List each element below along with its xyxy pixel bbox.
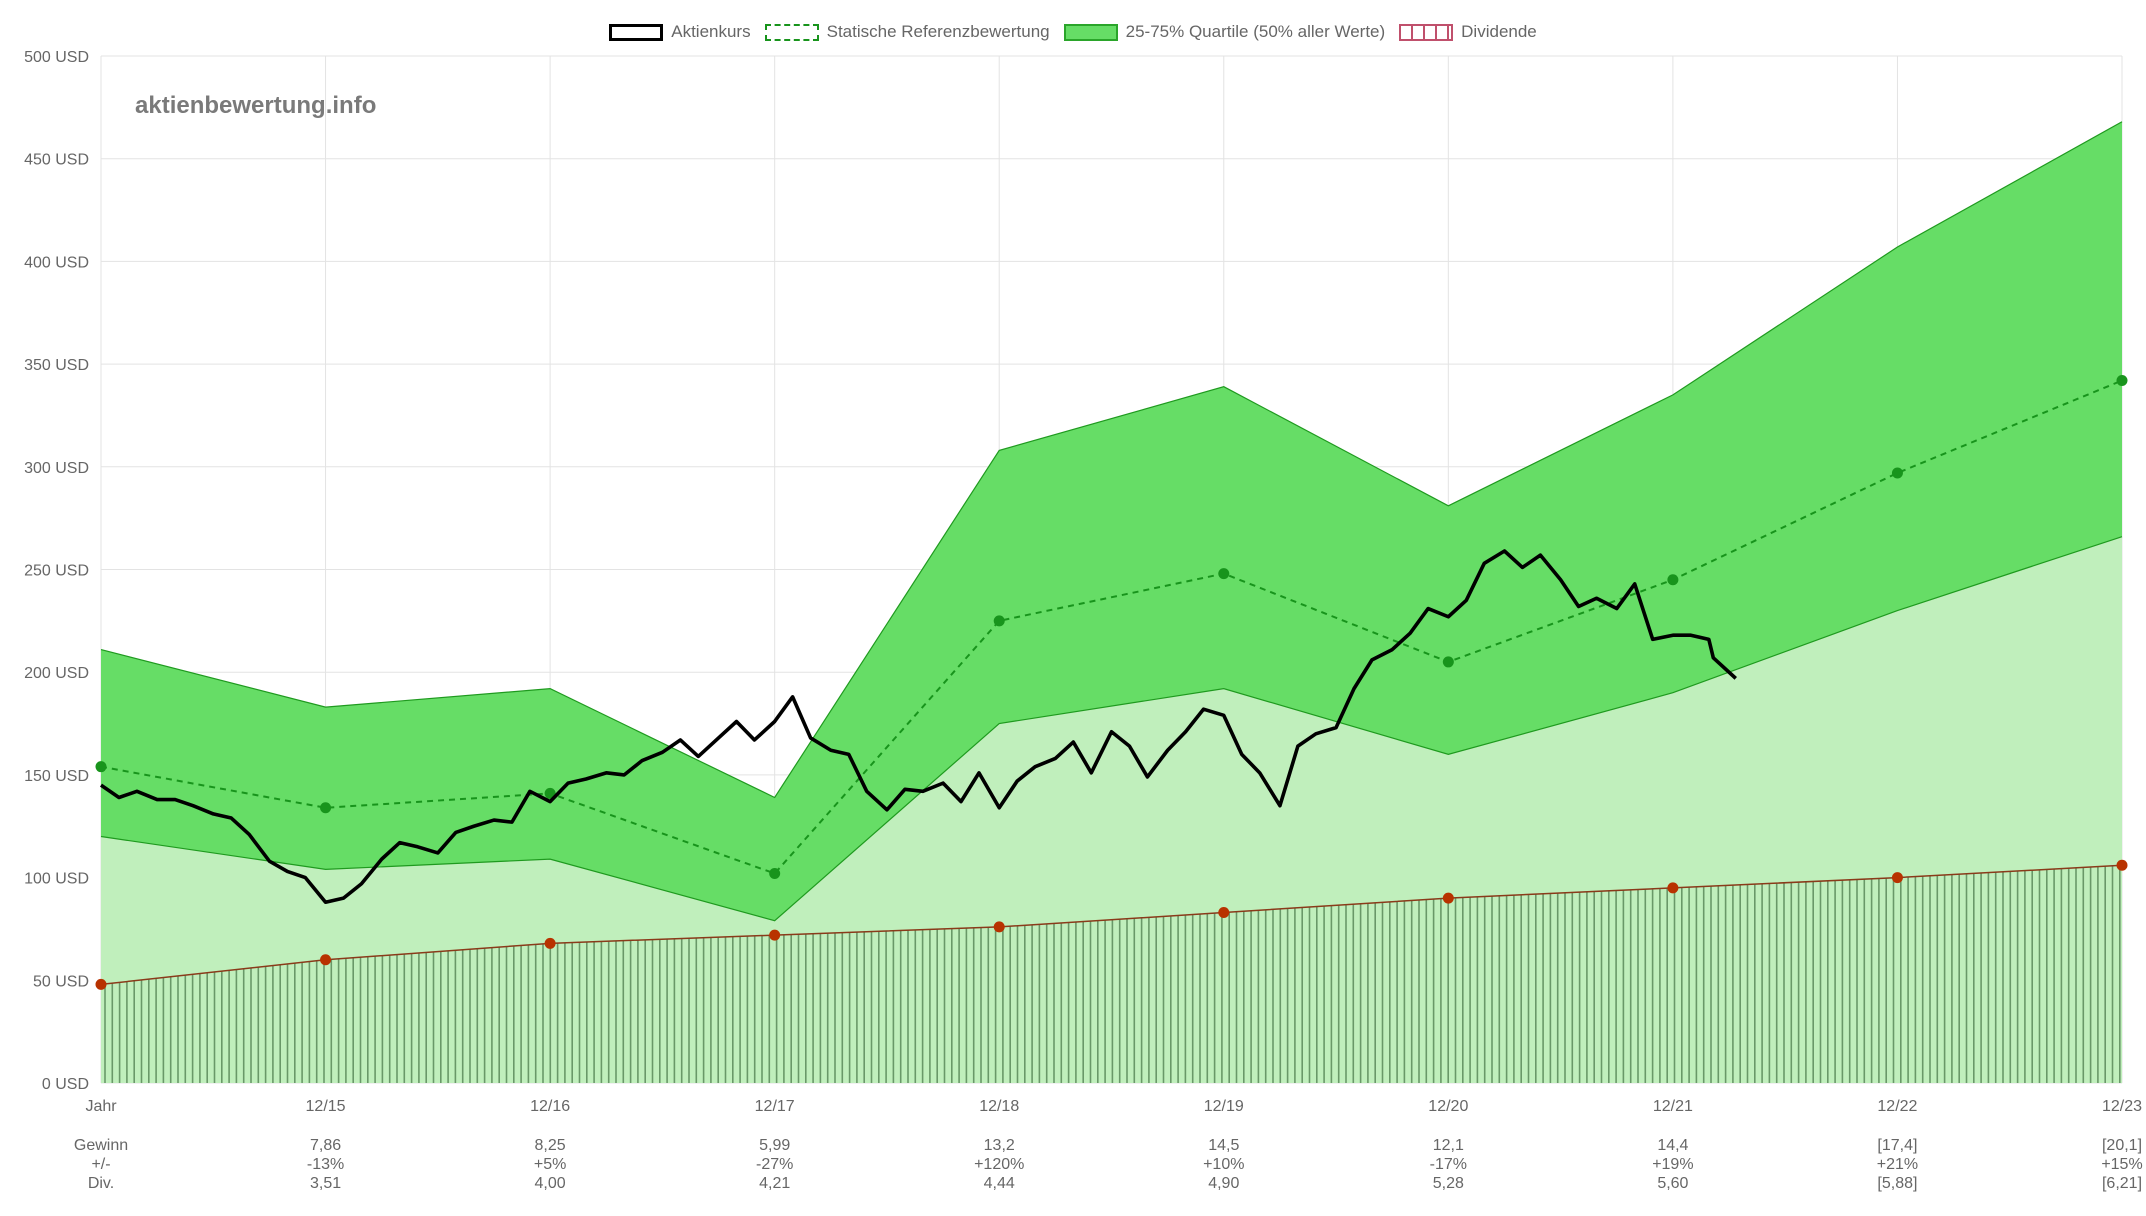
reference-series	[95, 375, 2128, 879]
reference-point	[1442, 656, 1454, 668]
table-cell: 5,99	[759, 1137, 790, 1154]
y-tick-label: 300 USD	[24, 460, 89, 477]
x-tick-label: 12/16	[530, 1098, 570, 1115]
legend-label-dividend: Dividende	[1461, 22, 1537, 41]
table-cell: 8,25	[535, 1137, 566, 1154]
x-tick-label: 12/15	[306, 1098, 346, 1115]
watermark-logo: aktienbewertung.info	[135, 92, 377, 119]
quartile-band-area	[101, 121, 2122, 921]
dividend-point	[993, 921, 1005, 933]
table-cell: -17%	[1430, 1156, 1467, 1173]
y-tick-label: 200 USD	[24, 665, 89, 682]
price-series	[99, 549, 1737, 905]
legend-item-price[interactable]: Aktienkurs	[609, 22, 751, 42]
table-cell: 4,00	[535, 1175, 566, 1192]
y-tick-label: 350 USD	[24, 357, 89, 374]
legend-item-reference[interactable]: Statische Referenzbewertung	[764, 22, 1050, 42]
legend-label-quartile: 25-75% Quartile (50% aller Werte)	[1125, 22, 1386, 41]
table-cell: 5,60	[1657, 1175, 1688, 1192]
table-cell: +19%	[1652, 1156, 1693, 1173]
dividend-point	[544, 937, 556, 949]
dividend-point	[320, 954, 332, 966]
table-cell: +120%	[974, 1156, 1024, 1173]
x-tick-label: 12/18	[979, 1098, 1019, 1115]
dividend-point	[769, 929, 781, 941]
table-cell: 12,1	[1433, 1137, 1464, 1154]
reference-point	[993, 615, 1005, 627]
table-row-label: Gewinn	[74, 1137, 128, 1154]
table-cell: 14,5	[1208, 1137, 1239, 1154]
y-tick-label: 50 USD	[33, 973, 89, 990]
table-row-label: Div.	[88, 1175, 114, 1192]
table-cell: [17,4]	[1877, 1137, 1917, 1154]
data-table: Gewinn 7,86 8,25 5,99 13,2 14,5 12,1 14,4 [17,4]…	[74, 1137, 2143, 1192]
table-cell: 3,51	[310, 1175, 341, 1192]
table-cell: 5,28	[1433, 1175, 1464, 1192]
y-tick-label: 150 USD	[24, 768, 89, 785]
table-cell: 7,86	[310, 1137, 341, 1154]
table-cell: +15%	[2101, 1156, 2142, 1173]
price-line	[99, 549, 1737, 905]
table-cell: [6,21]	[2102, 1175, 2142, 1192]
dividend-point	[95, 978, 107, 990]
dividend-series	[95, 859, 2128, 1083]
table-cell: 13,2	[984, 1137, 1015, 1154]
y-axis: 0 USD 50 USD 100 USD 150 USD 200 USD 250 USD 3…	[24, 49, 89, 1093]
x-tick-label: 12/19	[1204, 1098, 1244, 1115]
table-cell: [20,1]	[2102, 1137, 2142, 1154]
legend-item-quartile[interactable]: 25-75% Quartile (50% aller Werte)	[1063, 22, 1386, 42]
reference-point	[1667, 574, 1679, 586]
legend-label-price: Aktienkurs	[671, 22, 751, 41]
y-tick-label: 500 USD	[24, 49, 89, 66]
reference-point	[544, 787, 556, 799]
dividend-point	[1891, 872, 1903, 884]
y-tick-label: 450 USD	[24, 152, 89, 169]
reference-point	[769, 867, 781, 879]
reference-point	[95, 761, 107, 773]
table-cell: +5%	[534, 1156, 566, 1173]
upper-quartile-line	[100, 121, 2123, 799]
reference-swatch	[764, 23, 819, 41]
legend-label-reference: Statische Referenzbewertung	[826, 22, 1050, 41]
y-tick-label: 100 USD	[24, 871, 89, 888]
dividend-point	[1218, 907, 1230, 919]
table-row-label: +/-	[91, 1156, 110, 1173]
table-cell: +21%	[1877, 1156, 1918, 1173]
reference-point	[1891, 467, 1903, 479]
dividend-point	[1667, 882, 1679, 894]
x-tick-label: Jahr	[85, 1098, 117, 1115]
x-tick-label: 12/22	[1877, 1098, 1917, 1115]
table-cell: 4,21	[759, 1175, 790, 1192]
x-tick-label: 12/20	[1428, 1098, 1468, 1115]
x-axis: Jahr 12/15 12/16 12/17 12/18 12/19 12/20 12/21 1…	[85, 1098, 2142, 1115]
y-tick-label: 250 USD	[24, 563, 89, 580]
table-cell: 14,4	[1657, 1137, 1688, 1154]
lower-quartile-line	[100, 536, 2123, 922]
reference-line	[100, 379, 2123, 875]
table-cell: 4,90	[1208, 1175, 1239, 1192]
x-tick-label: 12/17	[755, 1098, 795, 1115]
reference-point	[2116, 375, 2128, 387]
price-swatch	[609, 23, 664, 41]
reference-point	[1218, 568, 1230, 580]
table-cell: -13%	[307, 1156, 344, 1173]
y-tick-label: 400 USD	[24, 254, 89, 271]
dividend-line	[100, 864, 2123, 986]
quartile-swatch	[1063, 23, 1118, 41]
dividend-point	[1442, 892, 1454, 904]
y-tick-label: 0 USD	[42, 1076, 89, 1093]
legend: Aktienkurs Statische Referenzbewertung 2…	[0, 22, 2146, 42]
table-cell: 4,44	[984, 1175, 1015, 1192]
table-cell: +10%	[1203, 1156, 1244, 1173]
x-tick-label: 12/21	[1653, 1098, 1693, 1115]
table-cell: [5,88]	[1877, 1175, 1917, 1192]
dividend-point	[2116, 859, 2128, 871]
legend-item-dividend[interactable]: Dividende	[1399, 22, 1537, 42]
x-tick-label: 12/23	[2102, 1098, 2142, 1115]
table-cell: -27%	[756, 1156, 793, 1173]
upper-quartile-area	[100, 121, 2123, 922]
dividend-swatch	[1399, 23, 1454, 41]
reference-point	[320, 802, 332, 814]
